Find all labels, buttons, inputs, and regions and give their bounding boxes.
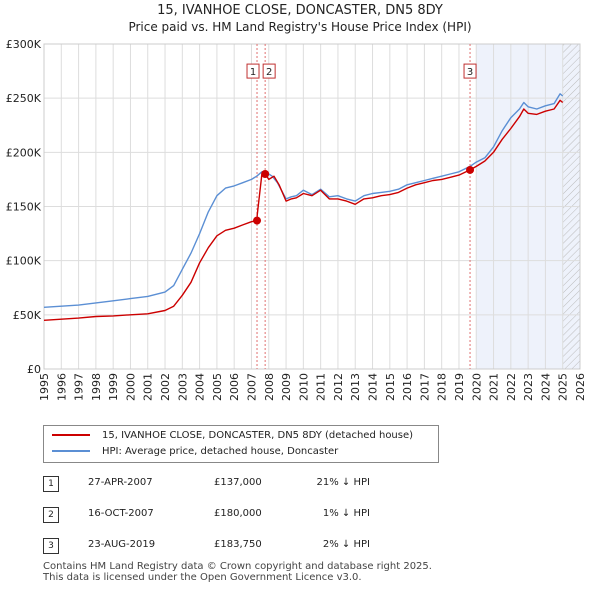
footer-licence: This data is licensed under the Open Gov… xyxy=(43,572,362,583)
x-tick-label: 2020 xyxy=(470,373,483,401)
x-tick-label: 2019 xyxy=(453,373,466,401)
sale-label-box xyxy=(262,63,276,79)
x-tick-label: 2009 xyxy=(280,373,293,401)
x-tick-label: 2005 xyxy=(211,373,224,401)
hpi-line xyxy=(43,93,564,308)
y-tick-label: £0 xyxy=(27,363,41,376)
legend-swatch-property xyxy=(52,434,90,436)
footer-copyright: Contains HM Land Registry data © Crown c… xyxy=(43,561,432,572)
transaction-number: 3 xyxy=(43,538,59,554)
x-tick-label: 2001 xyxy=(142,373,155,401)
x-tick-label: 2024 xyxy=(539,373,552,401)
x-tick-label: 2012 xyxy=(332,373,345,401)
x-tick-label: 1996 xyxy=(55,373,68,401)
transaction-hpi-diff: 2% ↓ HPI xyxy=(322,539,370,550)
x-tick-label: 2015 xyxy=(384,373,397,401)
transaction-row: 1 27-APR-2007 £137,000 21% ↓ HPI xyxy=(0,474,600,496)
y-tick-label: £250K xyxy=(6,92,42,105)
sale-label: 3 xyxy=(467,67,473,78)
x-tick-label: 2023 xyxy=(522,373,535,401)
x-tick-label: 2017 xyxy=(418,373,431,401)
sale-label: 1 xyxy=(250,67,256,78)
x-tick-label: 2021 xyxy=(488,373,501,401)
x-tick-label: 1998 xyxy=(90,373,103,401)
chart-title: 15, IVANHOE CLOSE, DONCASTER, DN5 8DY xyxy=(157,3,443,18)
y-tick-label: £300K xyxy=(6,38,42,51)
x-tick-label: 2007 xyxy=(245,373,258,401)
chart-subtitle: Price paid vs. HM Land Registry's House … xyxy=(128,20,472,34)
transaction-number: 2 xyxy=(43,507,59,523)
x-tick-label: 2013 xyxy=(349,373,362,401)
x-tick-label: 2008 xyxy=(263,373,276,401)
x-tick-label: 2011 xyxy=(315,373,328,401)
x-tick-label: 1995 xyxy=(38,373,51,401)
price-paid-line xyxy=(43,99,564,321)
transaction-hpi-diff: 21% ↓ HPI xyxy=(316,477,370,488)
sale-label-box xyxy=(463,63,477,79)
x-tick-label: 2014 xyxy=(367,373,380,401)
transaction-hpi-diff: 1% ↓ HPI xyxy=(322,508,370,519)
x-tick-label: 2026 xyxy=(574,373,587,401)
y-tick-label: £150K xyxy=(6,201,42,214)
legend: 15, IVANHOE CLOSE, DONCASTER, DN5 8DY (d… xyxy=(43,425,439,463)
x-tick-label: 2010 xyxy=(297,373,310,401)
transaction-date: 23-AUG-2019 xyxy=(88,539,156,550)
x-tick-label: 2002 xyxy=(159,373,172,401)
transaction-number: 1 xyxy=(43,476,59,492)
x-tick-label: 2022 xyxy=(505,373,518,401)
x-tick-label: 2000 xyxy=(124,373,137,401)
x-tick-label: 2016 xyxy=(401,373,414,401)
transaction-price: £183,750 xyxy=(214,539,262,550)
x-tick-label: 2003 xyxy=(176,373,189,401)
legend-label-hpi: HPI: Average price, detached house, Donc… xyxy=(102,446,339,457)
y-tick-label: £100K xyxy=(6,255,42,268)
transaction-row: 2 16-OCT-2007 £180,000 1% ↓ HPI xyxy=(0,505,600,527)
transaction-price: £137,000 xyxy=(214,477,262,488)
transaction-price: £180,000 xyxy=(214,508,262,519)
y-tick-label: £200K xyxy=(6,146,42,159)
sale-label-box xyxy=(246,63,260,79)
sale-point xyxy=(466,165,475,174)
transaction-row: 3 23-AUG-2019 £183,750 2% ↓ HPI xyxy=(0,536,600,558)
legend-swatch-hpi xyxy=(52,450,90,452)
price-chart: 1995 1996 1997 1998 1999 2000 2001 2002 2003 2004… xyxy=(6,38,587,401)
legend-item-hpi: HPI: Average price, detached house, Donc… xyxy=(52,444,338,460)
y-tick-label: £50K xyxy=(13,309,42,322)
x-tick-label: 2018 xyxy=(436,373,449,401)
x-tick-label: 2025 xyxy=(557,373,570,401)
transaction-date: 27-APR-2007 xyxy=(88,477,153,488)
x-tick-label: 2006 xyxy=(228,373,241,401)
legend-label-property: 15, IVANHOE CLOSE, DONCASTER, DN5 8DY (d… xyxy=(102,430,414,441)
x-tick-label: 2004 xyxy=(194,373,207,401)
sale-label: 2 xyxy=(266,67,272,78)
x-tick-label: 1999 xyxy=(107,373,120,401)
legend-item-property: 15, IVANHOE CLOSE, DONCASTER, DN5 8DY (d… xyxy=(52,428,413,444)
plot-border xyxy=(43,43,581,370)
sale-point xyxy=(253,216,262,225)
transaction-date: 16-OCT-2007 xyxy=(88,508,154,519)
sale-point xyxy=(261,170,270,178)
x-tick-label: 1997 xyxy=(73,373,86,401)
